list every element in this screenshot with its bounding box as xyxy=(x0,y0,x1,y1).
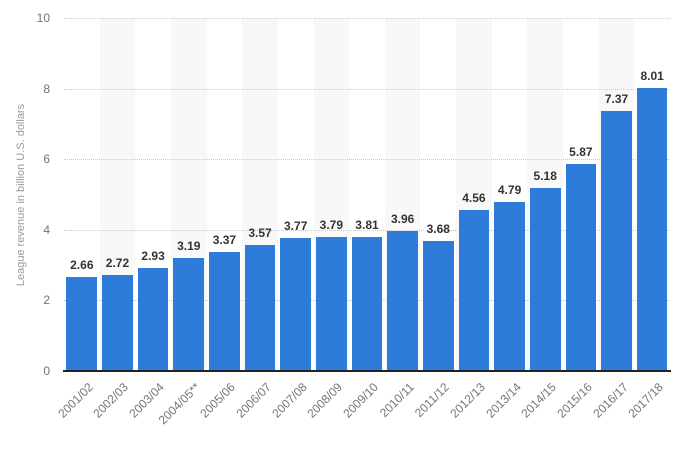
bar-2016/17[interactable] xyxy=(601,110,632,371)
bar-value-label: 7.37 xyxy=(604,91,629,106)
bar-column: 5.87 xyxy=(563,18,599,371)
bar-column: 3.79 xyxy=(314,18,350,371)
bar-value-label: 2.66 xyxy=(70,258,94,273)
x-tick-label: 2015/16 xyxy=(554,380,595,421)
bar-column: 7.37 xyxy=(599,18,635,371)
y-tick-label: 10 xyxy=(36,11,50,25)
bar-2014/15[interactable] xyxy=(529,188,561,371)
bar-column: 2.72 xyxy=(100,18,136,371)
x-tick-label: 2016/17 xyxy=(589,380,631,421)
x-tick-label: 2014/15 xyxy=(518,380,560,421)
bar-2007/08[interactable] xyxy=(280,237,311,371)
y-tick-label: 8 xyxy=(43,81,50,96)
x-tick-label: 2008/09 xyxy=(304,380,346,421)
x-axis-labels: 2001/02 2002/03 2003/04 2004/05** 2005/06 200… xyxy=(55,371,670,449)
bar-value-label: 5.18 xyxy=(533,169,557,184)
bar-column: 5.18 xyxy=(527,18,563,371)
bar-value-label: 4.79 xyxy=(497,182,522,197)
bar-value-label: 3.81 xyxy=(355,217,379,232)
bar-column: 3.77 xyxy=(278,18,314,371)
bar-2001/02[interactable] xyxy=(66,277,98,371)
bar-column: 4.56 xyxy=(456,18,492,371)
bar-value-label: 3.19 xyxy=(177,239,201,254)
bar-value-label: 3.57 xyxy=(248,225,272,240)
gridline xyxy=(64,159,670,161)
x-tick-label: 2001/02 xyxy=(55,380,96,421)
plot-area: 2.66 2.72 2.93 3.19 3.37 3.57 3.77 3.79 3.81 3.96… xyxy=(64,18,670,371)
gridline xyxy=(64,88,670,90)
x-tick-label: 2002/03 xyxy=(90,380,132,421)
bar-value-label: 3.96 xyxy=(390,212,415,227)
y-axis: 0 2 4 6 8 10 xyxy=(0,11,56,378)
bar-column: 2.66 xyxy=(64,18,100,371)
bar-2003/04[interactable] xyxy=(137,267,169,371)
bar-2012/13[interactable] xyxy=(458,210,490,371)
bar-2011/12[interactable] xyxy=(422,241,454,371)
bar-value-label: 3.79 xyxy=(319,218,344,233)
bar-value-label: 3.68 xyxy=(426,222,450,237)
bar-column: 3.81 xyxy=(349,18,385,371)
x-tick-label: 2012/13 xyxy=(447,380,488,421)
bar-column: 3.96 xyxy=(385,18,421,371)
bar-value-label: 3.37 xyxy=(212,233,237,248)
x-tick-label: 2011/12 xyxy=(412,380,453,420)
bar-2017/18[interactable] xyxy=(636,88,668,371)
bar-value-label: 5.87 xyxy=(569,144,593,159)
bar-2013/14[interactable] xyxy=(494,201,525,371)
bar-column: 8.01 xyxy=(634,18,670,371)
gridline xyxy=(64,18,670,19)
bar-column: 3.68 xyxy=(420,18,456,371)
bar-2002/03[interactable] xyxy=(102,274,133,371)
bar-column: 4.79 xyxy=(492,18,528,371)
bar-column: 3.57 xyxy=(242,18,278,371)
y-tick-label: 0 xyxy=(43,364,50,378)
bar-2004/05**[interactable] xyxy=(173,258,205,371)
bar-value-label: 2.72 xyxy=(105,255,130,270)
bar-value-label: 4.56 xyxy=(462,191,486,206)
gridline xyxy=(64,229,670,231)
bar-2010/11[interactable] xyxy=(387,231,418,371)
x-tick-label: 2010/11 xyxy=(376,380,417,420)
x-axis-line xyxy=(63,370,671,372)
y-tick-label: 4 xyxy=(43,222,50,237)
x-tick-label: 2017/18 xyxy=(625,380,667,421)
y-tick-label: 2 xyxy=(43,293,50,308)
bar-2005/06[interactable] xyxy=(209,252,240,371)
x-tick-label: 2005/06 xyxy=(197,380,239,421)
x-tick-label: 2007/08 xyxy=(269,380,310,421)
bar-value-label: 3.77 xyxy=(284,218,308,233)
x-tick-label: 2013/14 xyxy=(482,380,524,421)
bar-column: 2.93 xyxy=(135,18,171,371)
x-tick-label: 2006/07 xyxy=(233,380,274,421)
bar-2006/07[interactable] xyxy=(244,244,276,371)
bar-column: 3.37 xyxy=(207,18,243,371)
bar-2008/09[interactable] xyxy=(316,237,347,371)
y-tick-label: 6 xyxy=(43,152,50,167)
bar-column: 3.19 xyxy=(171,18,207,371)
bar-2009/10[interactable] xyxy=(351,236,383,371)
bar-value-label: 2.93 xyxy=(141,248,165,263)
x-tick-label: 2009/10 xyxy=(340,380,381,421)
bar-value-label: 8.01 xyxy=(640,69,664,84)
bar-2015/16[interactable] xyxy=(565,163,597,371)
